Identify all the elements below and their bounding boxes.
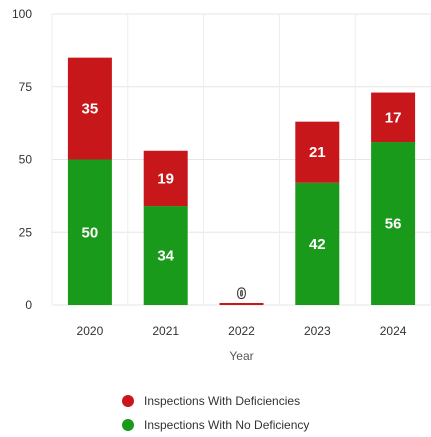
data-label-no-deficiency: 34 <box>157 248 174 265</box>
x-tick-label: 2024 <box>380 324 407 338</box>
bar-segment-deficiencies <box>143 150 188 207</box>
legend-label: Inspections With Deficiencies <box>144 394 301 408</box>
legend-marker <box>122 419 134 431</box>
bar-segment-no-deficiency <box>371 142 416 305</box>
legend-label: Inspections With No Deficiency <box>144 418 310 432</box>
x-axis-title: Year <box>229 349 253 363</box>
data-label-deficiencies: 35 <box>82 101 99 118</box>
data-labels: 50 35 34 19 0 42 21 56 17 <box>82 101 402 303</box>
bar-segment-no-deficiency <box>295 182 340 305</box>
x-tick-label: 2021 <box>152 324 179 338</box>
bar-segment-zero <box>219 303 264 305</box>
bar-segment-no-deficiency <box>67 159 112 305</box>
data-label-deficiencies: 17 <box>385 109 402 126</box>
x-tick-label: 2020 <box>77 324 104 338</box>
x-tick-label: 2023 <box>304 324 331 338</box>
data-label-no-deficiency: 50 <box>82 224 99 241</box>
bar-segment-no-deficiency <box>143 206 188 305</box>
legend-item[interactable]: Inspections With No Deficiency <box>122 413 309 437</box>
grid <box>51 13 431 306</box>
legend-marker <box>122 395 134 407</box>
bars <box>67 57 416 305</box>
data-label-no-deficiency: 56 <box>385 216 402 233</box>
data-label-deficiencies: 21 <box>309 144 326 161</box>
y-tick-label: 75 <box>19 80 33 94</box>
y-tick-label: 0 <box>25 298 32 312</box>
data-label-no-deficiency: 42 <box>309 236 326 253</box>
bar-segment-deficiencies <box>67 57 112 160</box>
bar-segment-deficiencies <box>371 92 416 143</box>
y-tick-label: 100 <box>12 7 32 21</box>
y-tick-label: 25 <box>19 225 33 239</box>
data-label-deficiencies: 19 <box>157 170 174 187</box>
data-label-zero: 0 <box>238 285 246 301</box>
bar-segment-deficiencies <box>295 121 340 183</box>
legend-item[interactable]: Inspections With Deficiencies <box>122 389 309 413</box>
stacked-bar-chart: 50 35 34 19 0 42 21 56 17 0 25 50 75 100 2020 2021 2022… <box>12 7 431 363</box>
axes: 0 25 50 75 100 2020 2021 2022 2023 2024 Year <box>12 7 407 363</box>
x-tick-label: 2022 <box>228 324 255 338</box>
y-tick-label: 50 <box>19 153 33 167</box>
legend: Inspections With Deficiencies Inspections… <box>122 389 309 437</box>
